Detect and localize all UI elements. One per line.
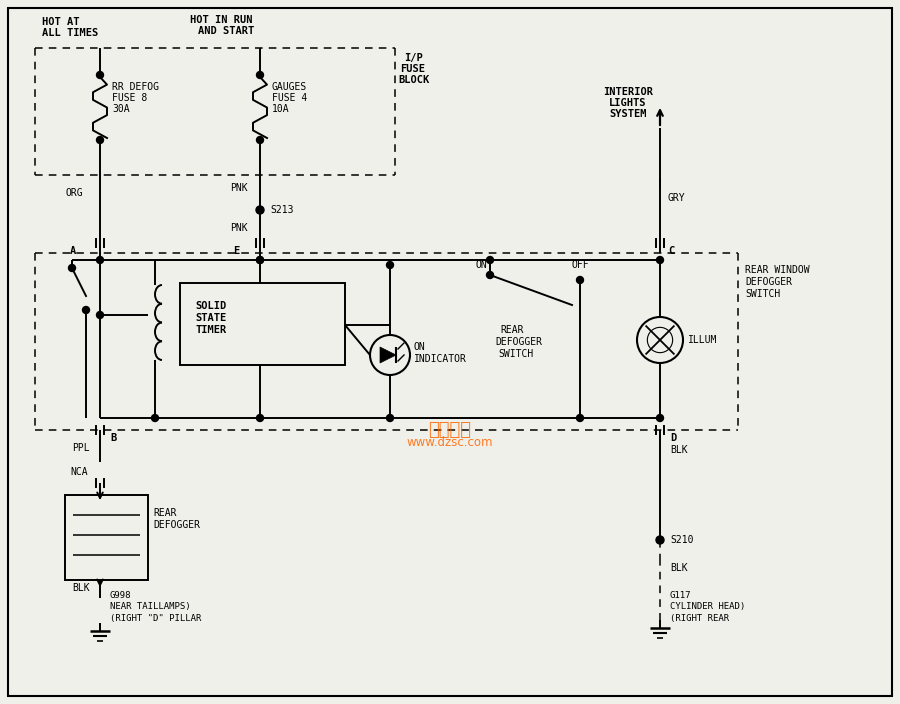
Text: HOT AT: HOT AT — [42, 17, 79, 27]
Text: OFF: OFF — [572, 260, 590, 270]
Text: DEFOGGER: DEFOGGER — [153, 520, 200, 530]
Circle shape — [577, 415, 583, 422]
Text: C: C — [668, 246, 674, 256]
Text: A: A — [70, 246, 77, 256]
Text: STATE: STATE — [195, 313, 226, 323]
Text: PNK: PNK — [230, 183, 248, 193]
Text: ON: ON — [414, 342, 426, 352]
Text: CYLINDER HEAD): CYLINDER HEAD) — [670, 603, 745, 612]
Circle shape — [656, 536, 664, 544]
Text: GRY: GRY — [668, 193, 686, 203]
Text: GAUGES: GAUGES — [272, 82, 307, 92]
Text: HOT IN RUN: HOT IN RUN — [190, 15, 253, 25]
Text: REAR: REAR — [153, 508, 176, 518]
Circle shape — [256, 256, 264, 263]
Text: INDICATOR: INDICATOR — [414, 354, 467, 364]
Text: RR DEFOG: RR DEFOG — [112, 82, 159, 92]
Text: D: D — [670, 433, 676, 443]
Circle shape — [83, 306, 89, 313]
Polygon shape — [380, 347, 396, 363]
Text: TIMER: TIMER — [195, 325, 226, 335]
Circle shape — [68, 265, 76, 272]
Text: REAR WINDOW: REAR WINDOW — [745, 265, 810, 275]
Text: B: B — [110, 433, 116, 443]
Text: (RIGHT "D" PILLAR: (RIGHT "D" PILLAR — [110, 613, 202, 622]
Text: 10A: 10A — [272, 104, 290, 114]
Text: G998: G998 — [110, 591, 131, 601]
Text: AND START: AND START — [198, 26, 254, 36]
Circle shape — [256, 256, 264, 263]
Circle shape — [256, 137, 264, 144]
Text: INTERIOR: INTERIOR — [603, 87, 653, 97]
Circle shape — [656, 256, 663, 263]
Text: NCA: NCA — [70, 467, 87, 477]
Text: ORG: ORG — [65, 188, 83, 198]
Text: PNK: PNK — [230, 223, 248, 233]
Text: I/P: I/P — [404, 53, 423, 63]
Text: ILLUM: ILLUM — [688, 335, 717, 345]
Text: SOLID: SOLID — [195, 301, 226, 311]
Text: 30A: 30A — [112, 104, 130, 114]
Circle shape — [386, 415, 393, 422]
Text: LIGHTS: LIGHTS — [609, 98, 647, 108]
Text: SWITCH: SWITCH — [498, 349, 533, 359]
Circle shape — [656, 415, 663, 422]
Text: FUSE 4: FUSE 4 — [272, 93, 307, 103]
Circle shape — [487, 272, 493, 279]
Text: 维库一下: 维库一下 — [428, 421, 472, 439]
Circle shape — [96, 256, 104, 263]
Circle shape — [151, 415, 158, 422]
Circle shape — [96, 72, 104, 79]
Text: PPL: PPL — [72, 443, 90, 453]
Text: BLK: BLK — [670, 445, 688, 455]
Text: BLOCK: BLOCK — [398, 75, 429, 85]
Text: S210: S210 — [670, 535, 694, 545]
Text: DEFOGGER: DEFOGGER — [745, 277, 792, 287]
Text: FUSE 8: FUSE 8 — [112, 93, 148, 103]
Text: S213: S213 — [270, 205, 293, 215]
Circle shape — [256, 206, 264, 214]
Circle shape — [577, 277, 583, 284]
Text: DEFOGGER: DEFOGGER — [495, 337, 542, 347]
Text: SWITCH: SWITCH — [745, 289, 780, 299]
Text: SYSTEM: SYSTEM — [609, 109, 647, 119]
Text: BLK: BLK — [72, 583, 90, 593]
Circle shape — [386, 261, 393, 268]
Circle shape — [96, 311, 104, 318]
Text: E: E — [233, 246, 239, 256]
Text: ALL TIMES: ALL TIMES — [42, 28, 98, 38]
Circle shape — [96, 137, 104, 144]
Text: G117: G117 — [670, 591, 691, 601]
Circle shape — [487, 256, 493, 263]
Circle shape — [256, 72, 264, 79]
Text: REAR: REAR — [500, 325, 524, 335]
Text: FUSE: FUSE — [400, 64, 425, 74]
Circle shape — [256, 415, 264, 422]
Text: NEAR TAILLAMPS): NEAR TAILLAMPS) — [110, 603, 191, 612]
Text: ON: ON — [475, 260, 487, 270]
Text: BLK: BLK — [670, 563, 688, 573]
Text: (RIGHT REAR: (RIGHT REAR — [670, 613, 729, 622]
Text: www.dzsc.com: www.dzsc.com — [407, 436, 493, 449]
